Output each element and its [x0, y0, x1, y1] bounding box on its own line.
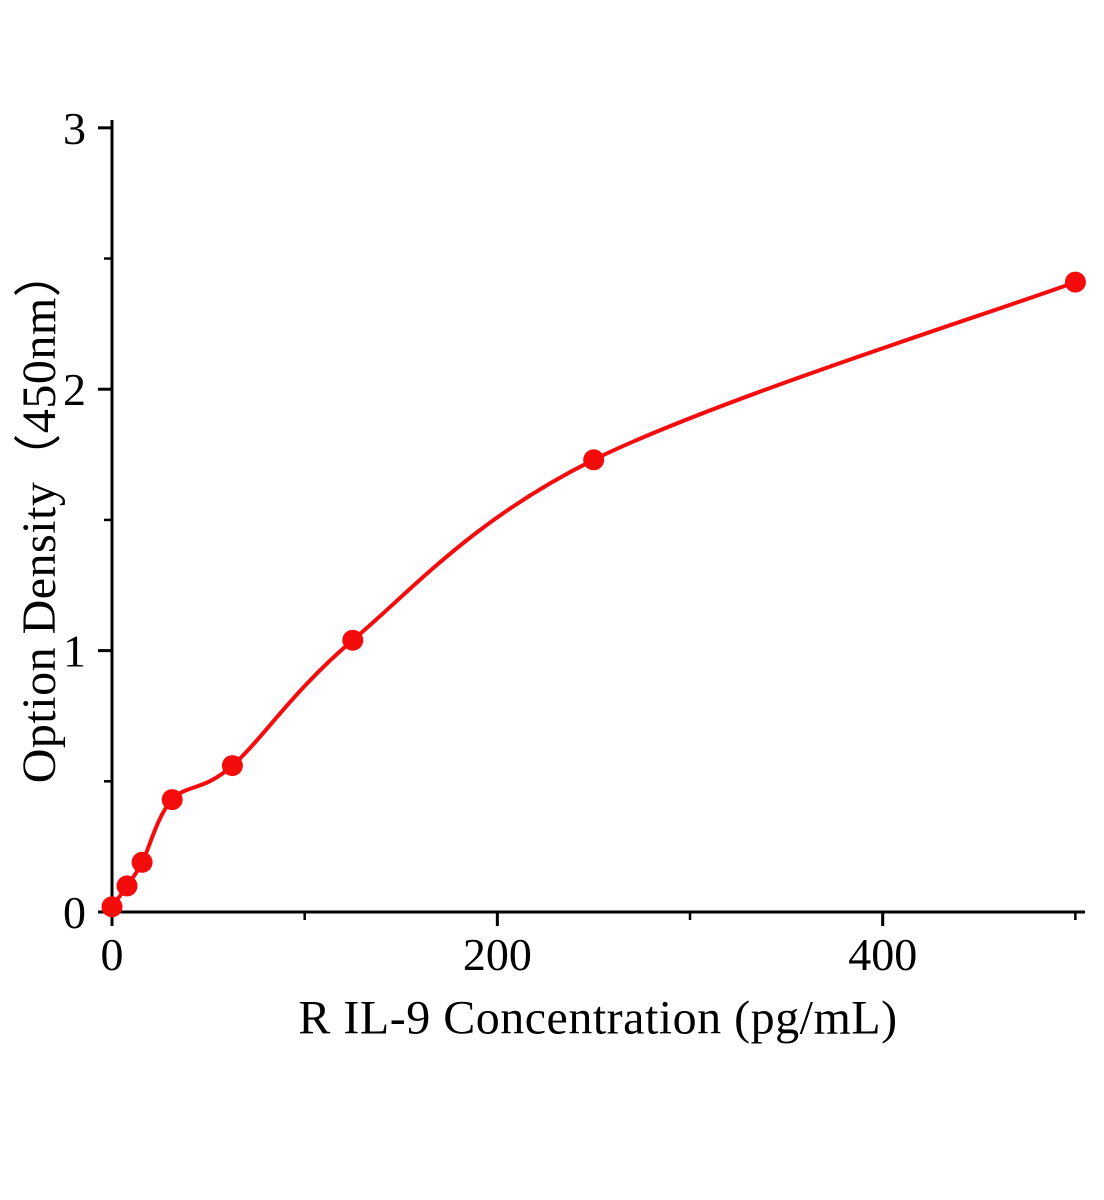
y-tick-label: 3 [63, 103, 86, 154]
data-point [161, 789, 183, 811]
y-tick-label: 1 [63, 626, 86, 677]
y-tick-label: 2 [63, 364, 86, 415]
data-point [101, 896, 123, 918]
y-axis-label: Option Density（450nm） [13, 248, 66, 784]
fit-curve [110, 280, 1078, 909]
x-tick-label: 200 [463, 929, 532, 980]
data-point [342, 629, 364, 651]
x-tick-label: 400 [848, 929, 917, 980]
x-tick-label: 0 [101, 929, 124, 980]
x-axis-label: R IL-9 Concentration (pg/mL) [298, 991, 898, 1045]
data-point [131, 851, 153, 873]
data-point [1064, 271, 1086, 293]
data-point [221, 755, 243, 777]
data-point [583, 449, 605, 471]
y-tick-label: 0 [63, 887, 86, 938]
data-point [116, 875, 138, 897]
